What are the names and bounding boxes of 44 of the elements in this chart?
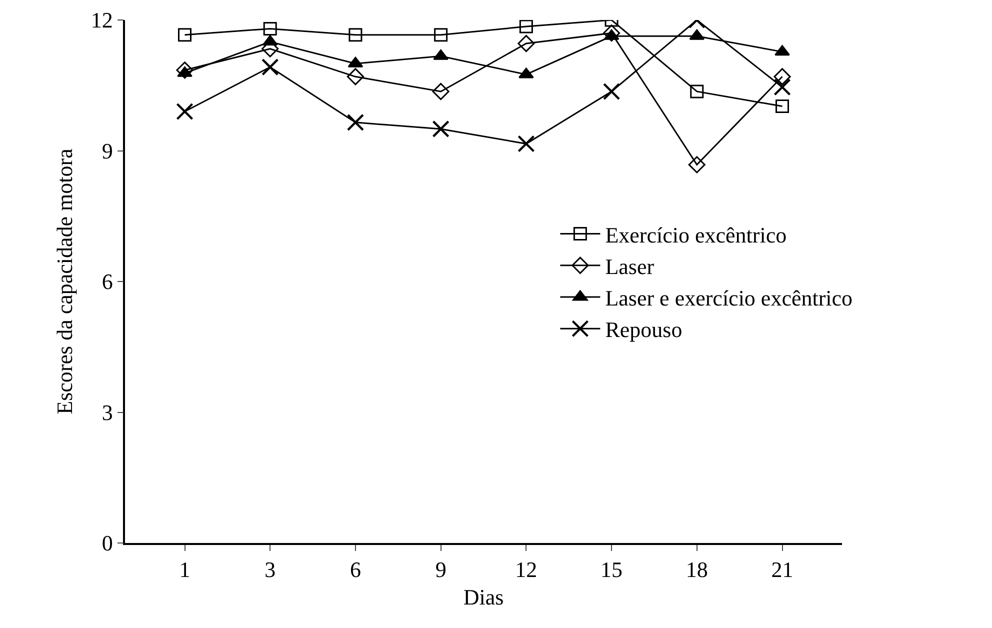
point	[518, 68, 534, 78]
x-tick-label: 1	[179, 557, 190, 582]
point	[263, 22, 277, 36]
x-tick-label: 6	[350, 557, 361, 582]
point	[774, 45, 790, 56]
point	[178, 28, 192, 42]
x-tick-label: 12	[515, 557, 538, 582]
point	[177, 66, 192, 77]
point	[432, 82, 450, 100]
legend-label: Laser e exercício excêntrico	[605, 286, 853, 311]
point	[432, 120, 450, 138]
point	[774, 68, 791, 86]
point	[346, 68, 364, 86]
point	[518, 34, 535, 52]
y-tick-label: 6	[102, 269, 113, 294]
x-tick-label: 9	[435, 557, 446, 582]
x-tick-label: 21	[771, 557, 794, 582]
legend-label: Repouso	[605, 317, 682, 342]
y-tick-label: 12	[90, 8, 113, 33]
point	[774, 78, 791, 96]
point	[602, 24, 620, 42]
x-tick-label: 3	[264, 557, 276, 582]
legend-label: Exercício excêntrico	[605, 222, 787, 248]
legend-label: Laser	[605, 254, 655, 279]
point	[434, 28, 448, 42]
point	[176, 62, 194, 79]
point	[776, 100, 789, 114]
point	[688, 156, 706, 174]
y-tick-label: 3	[102, 400, 113, 425]
point	[519, 20, 533, 34]
point	[433, 49, 448, 60]
y-axis-title: Escores da capacidade motora	[52, 148, 78, 414]
point	[690, 84, 704, 98]
point	[176, 102, 194, 120]
x-axis-title: Dias	[463, 584, 504, 610]
x-tick-label: 18	[686, 557, 708, 582]
point	[348, 28, 362, 42]
y-tick-label: 0	[102, 530, 113, 556]
point	[602, 82, 620, 100]
x-tick-label: 15	[600, 557, 623, 582]
point	[346, 114, 364, 132]
y-tick-label: 9	[102, 138, 113, 164]
point	[518, 135, 535, 152]
point	[262, 58, 279, 76]
